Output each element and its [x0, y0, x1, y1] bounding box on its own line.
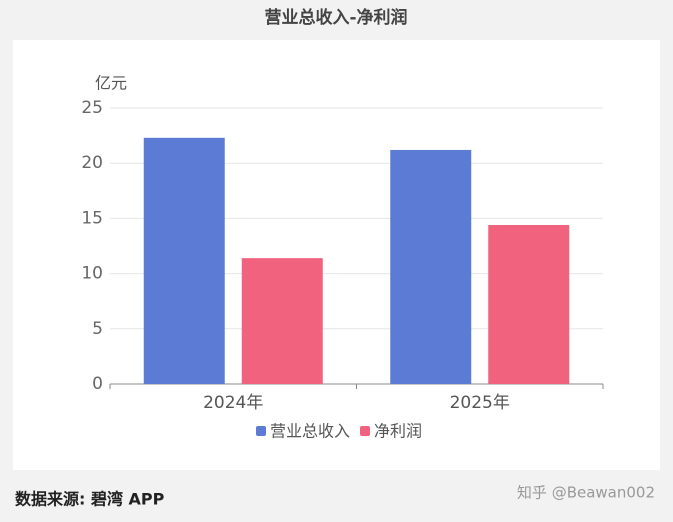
y-tick-label: 5	[92, 319, 103, 339]
y-tick-label: 15	[81, 208, 103, 228]
bar	[143, 137, 225, 384]
bar	[488, 225, 570, 384]
legend-swatch	[256, 426, 266, 436]
y-tick-label: 0	[92, 374, 103, 394]
bar	[390, 149, 472, 384]
watermark: 知乎 @Beawan002	[517, 484, 655, 502]
x-tick-label: 2024年	[203, 393, 263, 413]
legend-label: 净利润	[374, 422, 422, 441]
y-tick-label: 20	[81, 153, 103, 173]
y-tick-label: 25	[81, 98, 103, 118]
x-tick-label: 2025年	[450, 393, 510, 413]
legend-swatch	[360, 426, 371, 436]
bar	[241, 258, 323, 384]
legend-label: 营业总收入	[270, 422, 350, 441]
y-tick-label: 10	[81, 264, 103, 284]
chart-title: 营业总收入-净利润	[264, 7, 407, 28]
source: 数据来源: 碧湾 APP	[15, 490, 165, 509]
y-unit: 亿元	[95, 74, 127, 93]
